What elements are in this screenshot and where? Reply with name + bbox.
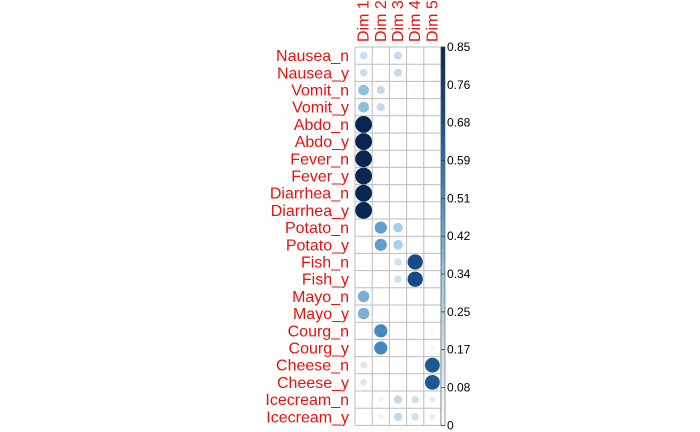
legend-tick-label: 0.51 — [447, 191, 471, 205]
data-point — [393, 222, 403, 233]
data-point — [374, 324, 388, 338]
data-point — [393, 68, 403, 77]
data-point — [396, 329, 400, 333]
legend-tick-label: 0 — [447, 418, 454, 432]
data-point — [394, 275, 402, 283]
data-point — [355, 150, 372, 168]
row-label: Diarrhea_y — [271, 203, 349, 220]
data-point — [430, 328, 435, 333]
data-point — [357, 307, 370, 320]
data-point — [358, 84, 369, 96]
row-label: Icecream_y — [266, 409, 349, 426]
legend-tick-label: 0.08 — [447, 381, 471, 395]
row-label: Cheese_y — [277, 375, 349, 392]
data-point — [355, 133, 372, 151]
data-point — [424, 357, 440, 373]
data-point — [374, 238, 387, 251]
data-point — [413, 88, 417, 92]
row-label: Potato_y — [286, 237, 349, 254]
data-point — [378, 414, 384, 420]
row-label: Icecream_n — [265, 392, 349, 409]
column-labels: Dim 1 Dim 2 Dim 3 Dim 4 Dim 5 — [356, 0, 442, 42]
data-point — [393, 412, 403, 421]
data-point — [407, 254, 423, 270]
data-point — [376, 103, 385, 112]
data-point — [393, 51, 403, 60]
row-label: Fish_n — [301, 255, 349, 272]
legend-tick-label: 0.68 — [447, 116, 471, 130]
column-label: Dim 5 — [424, 0, 441, 42]
data-point — [355, 202, 372, 219]
data-point — [396, 346, 400, 350]
data-point — [411, 413, 419, 421]
data-point — [379, 381, 382, 384]
row-label: Fish_y — [302, 272, 349, 289]
data-point — [424, 374, 440, 390]
data-point — [407, 271, 423, 287]
data-point — [430, 345, 435, 351]
row-label: Diarrhea_n — [270, 186, 349, 203]
row-label: Vomit_n — [291, 83, 349, 100]
data-point — [379, 54, 382, 57]
data-point — [393, 395, 403, 404]
row-label: Courg_n — [288, 323, 349, 340]
data-point — [431, 243, 434, 247]
row-label: Mayo_y — [293, 306, 349, 323]
data-point — [374, 341, 388, 355]
data-point — [355, 116, 372, 133]
legend-tick-label: 0.34 — [447, 267, 471, 281]
row-label: Courg_y — [289, 341, 349, 358]
row-label: Nausea_n — [276, 48, 349, 65]
data-point — [355, 184, 372, 202]
data-point — [359, 51, 368, 60]
data-point — [379, 71, 382, 74]
legend-tick-label: 0.59 — [447, 154, 471, 168]
data-point — [357, 290, 370, 303]
data-point — [376, 85, 385, 95]
row-label: Vomit_y — [292, 100, 349, 117]
legend-tick-label: 0.17 — [447, 343, 471, 357]
data-circles — [355, 51, 440, 421]
data-point — [379, 364, 382, 367]
column-label: Dim 3 — [390, 0, 407, 42]
data-point — [360, 378, 368, 386]
data-point — [358, 101, 369, 113]
column-label: Dim 4 — [407, 0, 424, 42]
legend-tick-label: 0.42 — [447, 229, 471, 243]
data-point — [431, 226, 434, 229]
data-point — [359, 68, 368, 77]
row-label: Abdo_n — [294, 117, 349, 134]
row-label: Cheese_n — [276, 358, 349, 375]
row-label: Abdo_y — [295, 134, 349, 151]
row-labels: Nausea_nNausea_yVomit_nVomit_yAbdo_nAbdo… — [265, 48, 349, 426]
data-point — [411, 395, 419, 404]
legend-tick-label: 0.85 — [447, 40, 471, 54]
data-point — [429, 396, 436, 403]
column-label: Dim 2 — [373, 0, 390, 42]
legend-tick-label: 0.76 — [447, 78, 471, 92]
data-point — [394, 258, 402, 266]
column-label: Dim 1 — [356, 0, 373, 42]
data-point — [360, 361, 368, 369]
data-point — [429, 413, 436, 420]
data-point — [413, 105, 417, 109]
legend-tick-label: 0.25 — [447, 305, 471, 319]
color-legend: 0 0.08 0.17 0.25 0.34 0.42 0.51 0.59 0.68 0.76 0.8… — [440, 40, 471, 432]
row-label: Mayo_n — [292, 289, 349, 306]
data-point — [393, 239, 403, 250]
data-point — [378, 397, 384, 403]
row-label: Fever_y — [291, 169, 349, 186]
row-label: Nausea_y — [277, 65, 349, 82]
row-label: Fever_n — [290, 151, 349, 168]
row-label: Potato_n — [285, 220, 349, 237]
data-point — [374, 221, 387, 234]
data-point — [355, 167, 372, 185]
